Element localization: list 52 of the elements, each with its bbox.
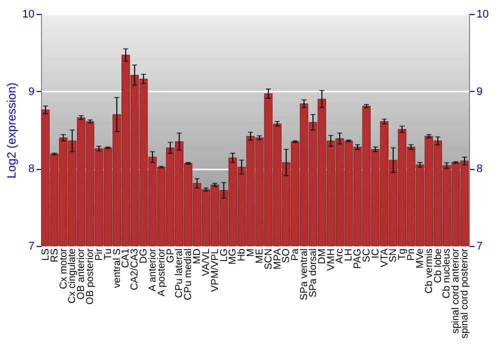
x-tick-label: SO [281, 248, 292, 263]
x-tick-label: Pa [290, 248, 302, 261]
x-tick-label: DM [316, 248, 328, 264]
x-tick-label: IC [370, 248, 382, 258]
x-tick-label: SC [361, 248, 372, 262]
x-tick-label: CA1 [120, 248, 132, 268]
x-tick-label: CA2/CA3 [130, 248, 141, 290]
x-tick-label: CPu medial [183, 248, 194, 300]
x-tick-label: DG [138, 248, 150, 264]
x-tick-label: LS [40, 248, 52, 261]
x-tick-label: LG [218, 248, 230, 262]
x-tick-label: Cb vermis [424, 248, 435, 294]
x-tick-label: VPM/VPL [210, 248, 221, 292]
x-tick-label: Pir [94, 248, 105, 261]
y-tick-label: 9 [28, 86, 34, 98]
x-tick-label: MVe [414, 248, 426, 269]
x-tick-label: A anterior [147, 248, 158, 292]
x-tick-label: Hb [236, 248, 248, 262]
y-axis-title: Log2 (expression) [4, 82, 18, 179]
y2-tick-label: 10 [476, 8, 489, 20]
x-tick-label: VA/VL [200, 248, 212, 276]
x-tick-label: OB anterior [76, 248, 88, 300]
x-tick-label: ventral S [112, 248, 123, 288]
y2-tick-label: 8 [476, 163, 483, 176]
x-tick-label: Tg [397, 248, 408, 260]
y-tick-label: 8 [28, 163, 34, 176]
x-tick-label: Pn [406, 248, 418, 261]
x-tick-label: spinal cord posterior [460, 248, 471, 339]
x-tick-label: SPa dorsal [308, 248, 319, 298]
x-tick-label: Cx cingulate [67, 248, 78, 304]
x-tick-label: LH [344, 248, 355, 262]
x-tick-label: Arc [334, 248, 346, 264]
x-tick-label: RS [49, 248, 60, 262]
x-tick-label: PAG [352, 248, 364, 269]
x-tick-label: MPA [272, 248, 284, 270]
y2-tick-label: 9 [476, 86, 483, 98]
x-tick-label: Cb lobe [432, 248, 444, 283]
y2-tick-label: 7 [476, 240, 483, 252]
y-tick-label: 10 [22, 8, 34, 20]
x-tick-label: Cb nucleus [442, 248, 453, 299]
x-tick-label: GP [165, 248, 176, 263]
x-tick-label: SN [388, 248, 400, 262]
x-tick-label: M [246, 248, 257, 257]
x-tick-label: spinal cord anterior [450, 248, 462, 334]
x-tick-label: SCN [263, 248, 274, 270]
x-tick-label: ME [254, 248, 266, 264]
x-tick-label: OB posterior [85, 248, 96, 305]
x-tick-label: A posterior [156, 248, 168, 296]
x-tick-label: Tu [102, 248, 114, 260]
y-tick-label: 7 [28, 240, 34, 252]
x-tick-label: VTA [379, 248, 390, 268]
x-tick-label: VMH [326, 248, 337, 271]
